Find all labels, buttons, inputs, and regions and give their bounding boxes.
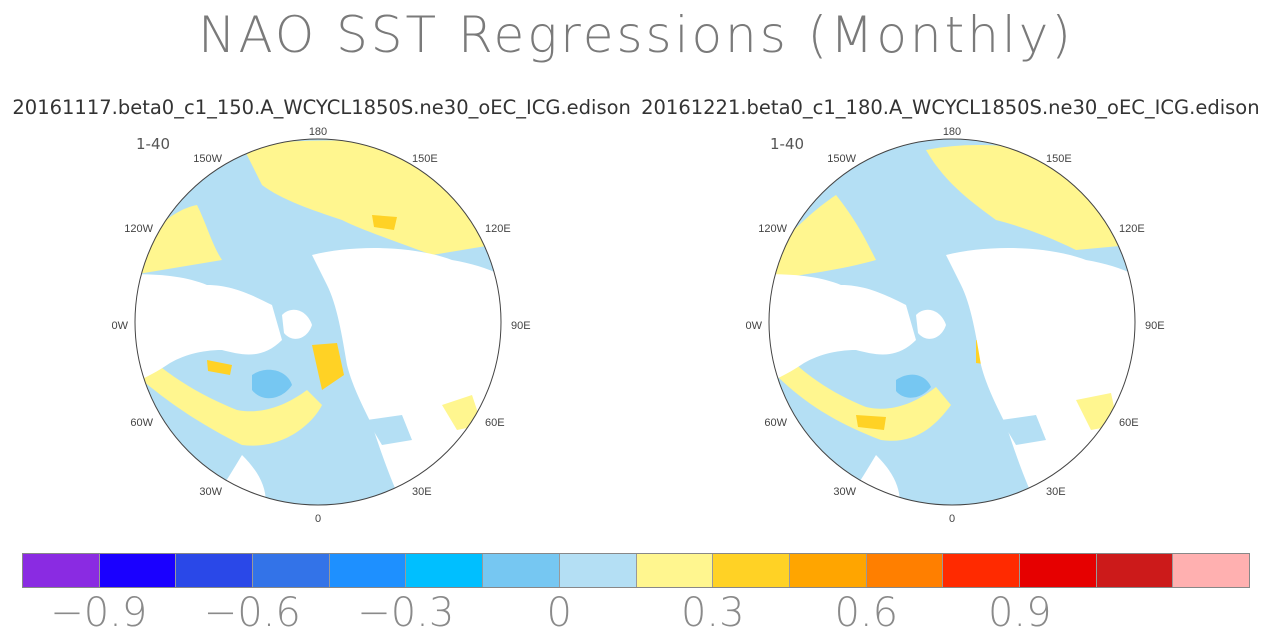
lon-label: 90W bbox=[112, 320, 129, 332]
lon-label: 150W bbox=[193, 153, 222, 165]
north-america-land bbox=[135, 274, 282, 390]
lon-label: 150W bbox=[827, 153, 856, 165]
colorbar-swatch bbox=[636, 554, 714, 587]
lon-label: 60W bbox=[130, 417, 153, 429]
lon-label: 30E bbox=[1046, 486, 1066, 498]
colorbar-label: −0.3 bbox=[357, 590, 455, 636]
colorbar-swatch bbox=[1173, 554, 1249, 587]
lon-label: 90W bbox=[746, 320, 763, 332]
lon-label: 150E bbox=[412, 153, 438, 165]
colorbar-swatch bbox=[1019, 554, 1097, 587]
lon-label: 60W bbox=[764, 417, 787, 429]
colorbar-swatch bbox=[329, 554, 407, 587]
colorbar bbox=[22, 553, 1250, 588]
lon-label: 30W bbox=[199, 486, 222, 498]
colorbar-label: 0.9 bbox=[987, 590, 1052, 636]
lon-label: 0 bbox=[949, 513, 955, 525]
lon-label: 0 bbox=[315, 513, 321, 525]
colorbar-swatch bbox=[789, 554, 867, 587]
colorbar-swatch bbox=[483, 554, 560, 587]
period-label-right: 1-40 bbox=[770, 135, 804, 153]
lon-label: 120W bbox=[758, 223, 787, 235]
period-label-left: 1-40 bbox=[136, 135, 170, 153]
greenland-land bbox=[282, 309, 312, 339]
colorbar-label: 0 bbox=[546, 590, 572, 636]
run-name-left: 20161117.beta0_c1_150.A_WCYCL1850S.ne30_… bbox=[12, 96, 631, 119]
colorbar-label: 0.3 bbox=[680, 590, 745, 636]
polar-map-right: 1-40 180 150E 120E 90E 60E 30E 0 30W 60W… bbox=[746, 126, 1165, 525]
colorbar-swatch bbox=[1096, 554, 1174, 587]
polar-map-left: 1-40 180 150E 120E 90E 60E 30E 0 30W 60W… bbox=[112, 126, 531, 525]
colorbar-swatch bbox=[713, 554, 790, 587]
north-america-land bbox=[769, 274, 916, 390]
colorbar-swatch bbox=[866, 554, 944, 587]
colorbar-swatch bbox=[253, 554, 330, 587]
colorbar-swatch bbox=[23, 554, 100, 587]
lon-label: 180 bbox=[943, 126, 961, 138]
lon-label: 60E bbox=[1119, 417, 1139, 429]
colorbar-label: −0.6 bbox=[203, 590, 301, 636]
colorbar-swatch bbox=[99, 554, 177, 587]
lon-label: 120E bbox=[1119, 223, 1145, 235]
colorbar-swatch bbox=[176, 554, 254, 587]
colorbar-label: 0.6 bbox=[834, 590, 899, 636]
lon-label: 120W bbox=[124, 223, 153, 235]
figure-title: NAO SST Regressions (Monthly) bbox=[198, 6, 1074, 64]
lon-label: 30W bbox=[833, 486, 856, 498]
lon-label: 60E bbox=[485, 417, 505, 429]
lon-label: 90E bbox=[511, 320, 531, 332]
colorbar-label: −0.9 bbox=[50, 590, 148, 636]
lon-label: 180 bbox=[309, 126, 327, 138]
lon-label: 30E bbox=[412, 486, 432, 498]
colorbar-swatch bbox=[406, 554, 484, 587]
greenland-land bbox=[916, 309, 946, 339]
lon-label: 90E bbox=[1145, 320, 1165, 332]
colorbar-swatch bbox=[559, 554, 637, 587]
lon-label: 150E bbox=[1046, 153, 1072, 165]
lon-label: 120E bbox=[485, 223, 511, 235]
run-name-right: 20161221.beta0_c1_180.A_WCYCL1850S.ne30_… bbox=[641, 96, 1260, 119]
run-names: 20161117.beta0_c1_150.A_WCYCL1850S.ne30_… bbox=[0, 96, 1272, 119]
colorbar-swatch bbox=[943, 554, 1020, 587]
